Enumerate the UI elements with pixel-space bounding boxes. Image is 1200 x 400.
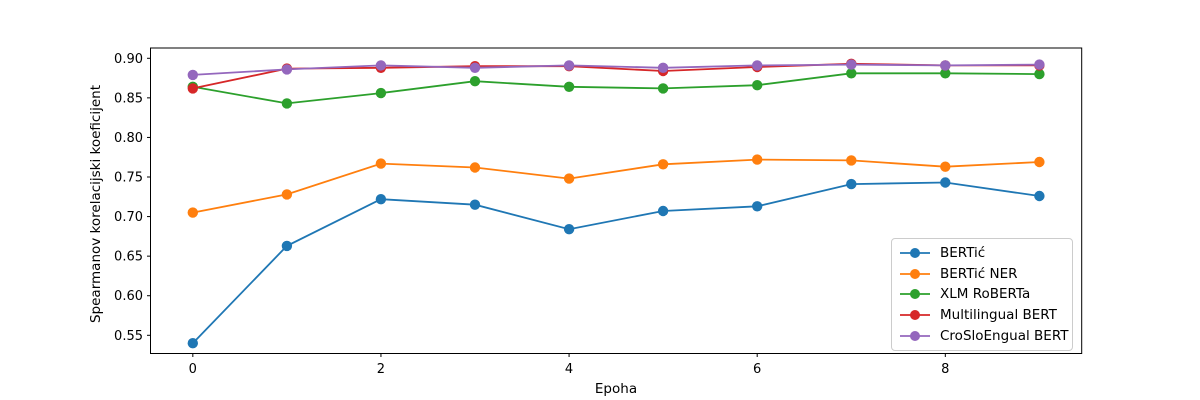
legend-item-xlm-roberta: XLM RoBERTa: [900, 284, 1064, 304]
data-point-marker: [187, 207, 198, 218]
x-tick-label: 6: [753, 362, 761, 377]
legend: BERTić BERTić NER XLM RoBERTa Multilingual …: [891, 238, 1073, 351]
legend-line-marker-sample: [900, 289, 930, 300]
data-point-marker: [657, 83, 669, 94]
data-point-marker: [563, 224, 575, 235]
data-point-marker: [846, 68, 857, 79]
data-point-marker: [940, 68, 951, 79]
data-point-marker: [563, 60, 575, 71]
data-point-marker: [940, 177, 951, 188]
legend-item-berti: BERTić: [900, 243, 1064, 263]
series-crosloengual-bert: [187, 59, 1045, 81]
series-line: [192, 181, 1040, 344]
data-point-marker: [375, 60, 387, 71]
legend-line-marker-sample: [900, 268, 930, 279]
legend-marker: [910, 248, 920, 259]
data-point-marker: [469, 199, 481, 210]
data-point-marker: [846, 178, 857, 190]
legend-item-crosloengual-bert: CroSloEngual BERT: [900, 326, 1068, 346]
data-point-marker: [940, 161, 951, 172]
legend-label: BERTić NER: [940, 265, 1018, 282]
data-point-marker: [846, 59, 857, 70]
series-line: [192, 72, 1040, 105]
series-berti-ner: [187, 154, 1045, 218]
data-point-marker: [281, 98, 293, 109]
legend-item-berti-ner: BERTić NER: [900, 264, 1064, 284]
x-tick-label: 8: [941, 362, 949, 377]
legend-marker: [910, 268, 920, 279]
data-point-marker: [375, 194, 387, 205]
y-tick-label: 0.85: [114, 91, 143, 106]
x-axis: 0 2 4 6 8: [189, 353, 949, 377]
data-point-marker: [375, 158, 387, 169]
y-tick-label: 0.65: [114, 250, 143, 265]
series-xlm-roberta: [187, 68, 1045, 109]
data-point-marker: [1034, 190, 1045, 202]
series-berti: [187, 177, 1045, 349]
data-point-marker: [1034, 68, 1045, 80]
data-point-marker: [1034, 156, 1045, 168]
data-point-marker: [752, 201, 763, 212]
data-point-marker: [846, 155, 857, 166]
legend-line-marker-sample: [900, 248, 930, 259]
legend-marker: [910, 330, 920, 341]
legend-marker: [910, 310, 920, 321]
data-point-marker: [752, 154, 763, 165]
y-tick-label: 0.80: [114, 131, 143, 146]
y-tick-label: 0.55: [114, 329, 143, 344]
legend-line-marker-sample: [900, 310, 930, 321]
data-point-marker: [563, 173, 575, 184]
data-point-marker: [187, 69, 198, 81]
legend-item-multilingual-bert: Multilingual BERT: [900, 305, 1064, 325]
x-tick-label: 4: [565, 362, 573, 377]
y-tick-label: 0.60: [114, 289, 143, 304]
legend-label: Multilingual BERT: [940, 307, 1057, 324]
data-point-marker: [187, 338, 198, 349]
series-line: [192, 158, 1040, 214]
y-axis-label: Spearmanov korelacijski koeficijent: [88, 84, 104, 324]
y-tick-label: 0.70: [114, 210, 143, 225]
data-point-marker: [281, 240, 293, 252]
data-point-marker: [469, 162, 481, 173]
data-point-marker: [469, 76, 481, 87]
data-point-marker: [1034, 59, 1045, 70]
x-axis-label: Epoha: [594, 381, 638, 397]
data-point-marker: [187, 83, 198, 94]
y-axis: 0.55 0.60 0.65 0.70 0.75 0.80 0.85 0.90: [114, 52, 151, 344]
data-point-marker: [657, 62, 669, 73]
x-tick-label: 0: [189, 362, 197, 377]
series-line: [192, 63, 1040, 76]
data-point-marker: [940, 60, 951, 71]
y-tick-label: 0.75: [114, 171, 143, 186]
legend-label: XLM RoBERTa: [940, 286, 1031, 303]
data-point-marker: [563, 81, 575, 93]
x-tick-label: 2: [377, 362, 385, 377]
data-point-marker: [752, 80, 763, 91]
data-point-marker: [469, 62, 481, 73]
data-point-marker: [375, 87, 387, 99]
data-point-marker: [657, 159, 669, 170]
data-point-marker: [281, 64, 293, 75]
legend-marker: [910, 289, 920, 300]
y-tick-label: 0.90: [114, 52, 143, 67]
axes-frame: [150, 47, 1083, 354]
legend-label: CroSloEngual BERT: [940, 327, 1069, 344]
legend-line-marker-sample: [900, 330, 930, 341]
legend-label: BERTić: [940, 245, 986, 262]
data-point-marker: [281, 189, 293, 200]
data-point-marker: [752, 60, 763, 71]
data-point-marker: [657, 205, 669, 217]
